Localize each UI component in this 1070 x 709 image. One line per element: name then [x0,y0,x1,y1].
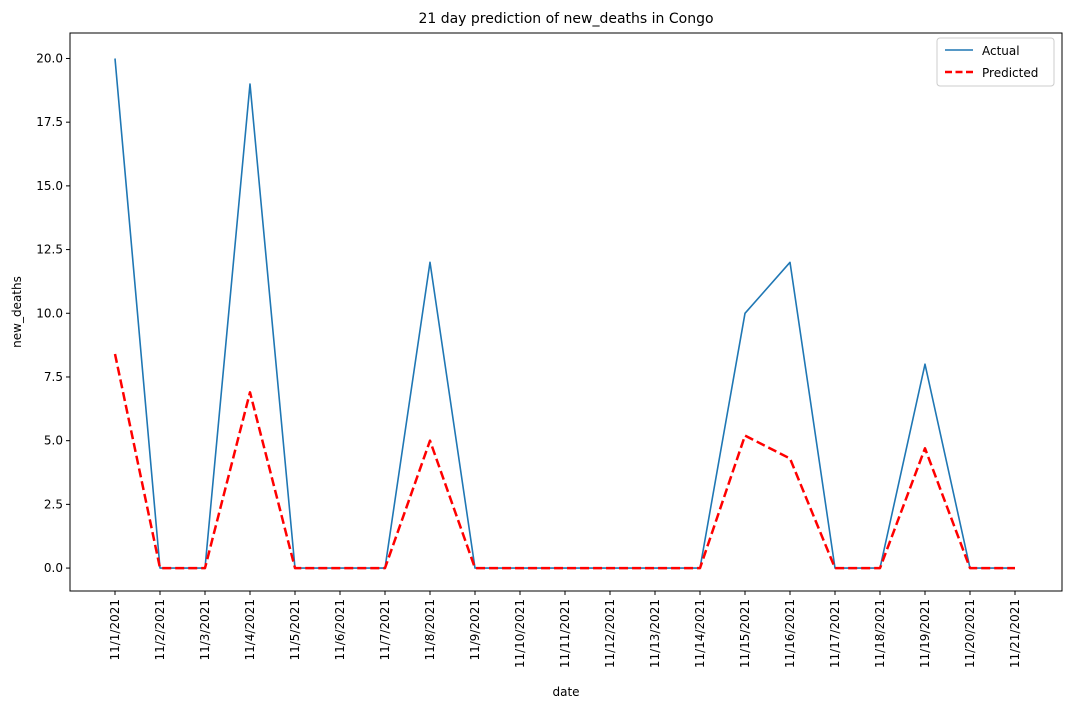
series-line-actual [114,58,1015,569]
legend-label-actual: Actual [982,44,1020,58]
y-tick-label: 20.0 [36,51,63,65]
x-tick-label: 11/10/2021 [513,599,527,668]
y-tick-label: 17.5 [36,115,63,129]
y-tick-label: 5.0 [44,434,63,448]
series-layer [113,58,1015,570]
x-tick-label: 11/3/2021 [198,599,212,661]
x-tick-label: 11/4/2021 [243,599,257,661]
y-axis-label: new_deaths [10,276,24,348]
x-tick-label: 11/16/2021 [783,599,797,668]
y-tick-label: 7.5 [44,370,63,384]
x-tick-label: 11/15/2021 [738,599,752,668]
x-tick-label: 11/20/2021 [963,599,977,668]
x-axis-label: date [552,685,579,699]
x-tick-label: 11/11/2021 [558,599,572,668]
x-tick-label: 11/6/2021 [333,599,347,661]
y-tick-label: 12.5 [36,243,63,257]
y-tick-label: 0.0 [44,561,63,575]
x-tick-label: 11/21/2021 [1008,599,1022,668]
x-tick-label: 11/19/2021 [918,599,932,668]
y-tick-label: 15.0 [36,179,63,193]
legend-label-predicted: Predicted [982,66,1038,80]
chart-title: 21 day prediction of new_deaths in Congo [418,11,713,27]
y-tick-label: 10.0 [36,306,63,320]
x-axis: 11/1/2021 11/2/2021 11/3/2021 11/4/2021 11/5… [108,591,1022,668]
x-tick-label: 11/14/2021 [693,599,707,668]
series-line-predicted [113,353,1015,570]
x-tick-label: 11/5/2021 [288,599,302,661]
x-tick-label: 11/17/2021 [828,599,842,668]
y-tick-label: 2.5 [44,497,63,511]
plot-area [69,32,1063,592]
x-tick-label: 11/12/2021 [603,599,617,668]
x-tick-label: 11/18/2021 [873,599,887,668]
x-tick-label: 11/13/2021 [648,599,662,668]
x-tick-label: 11/2/2021 [153,599,167,661]
x-tick-label: 11/9/2021 [468,599,482,661]
x-tick-label: 11/8/2021 [423,599,437,661]
y-axis: 0.0 2.5 5.0 7.5 10.0 12.5 15.0 17.5 20.0 [36,51,70,575]
legend: Actual Predicted [936,37,1055,87]
x-tick-label: 11/1/2021 [108,599,122,661]
x-tick-label: 11/7/2021 [378,599,392,661]
